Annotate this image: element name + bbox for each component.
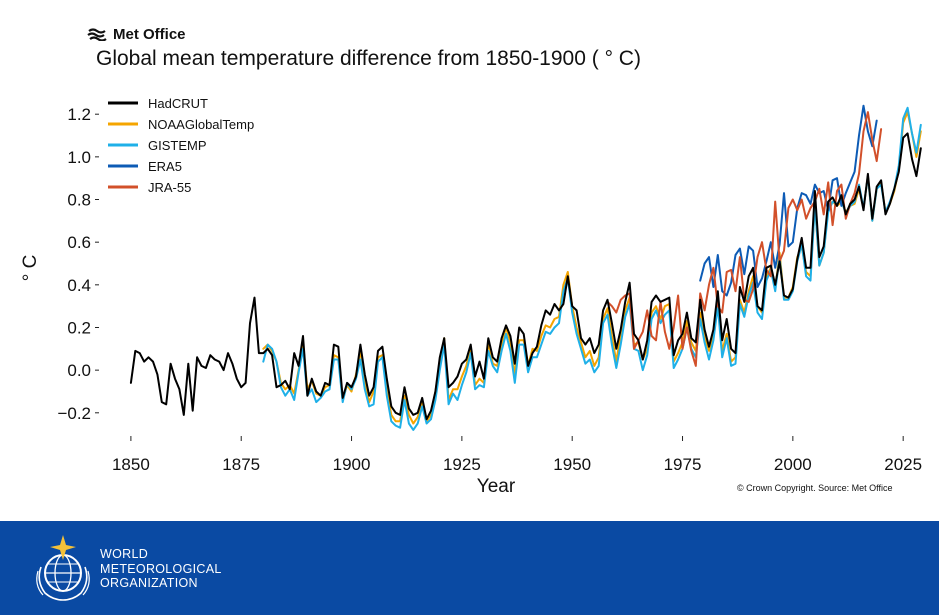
axes-layer: −0.2 0.0 0.2 0.4 0.6 0.8 1.0 1.2 1850 1875 1900 192… [20,105,922,497]
legend-label: GISTEMP [148,138,207,153]
legend-label: JRA-55 [148,180,191,195]
x-tick-label: 1850 [112,455,150,474]
legend-label: ERA5 [148,159,182,174]
series-layer [129,104,922,431]
wmo-name-line: METEOROLOGICAL [100,561,222,576]
brand-name: Met Office [113,25,186,43]
series-line-hadcrut [129,132,922,421]
x-axis-label: Year [477,476,516,497]
y-tick-label: 0.8 [67,191,91,210]
wmo-name-line: ORGANIZATION [100,576,198,590]
legend-label: HadCRUT [148,96,208,111]
x-tick-label: 1950 [553,455,591,474]
series-line-gistemp [262,106,922,431]
x-tick-label: 2000 [774,455,812,474]
x-tick-label: 1875 [222,455,260,474]
copyright-note: © Crown Copyright. Source: Met Office [737,483,893,493]
y-tick-label: 0.2 [67,318,91,337]
met-office-logo-icon [87,28,107,41]
wmo-footer-band: WORLD METEOROLOGICAL ORGANIZATION [0,521,939,615]
y-tick-label: −0.2 [57,404,91,423]
wmo-emblem-icon [36,535,90,601]
series-line-era5 [699,104,878,297]
chart-area: Met Office Global mean temperature diffe… [20,24,922,498]
y-tick-label: 0.6 [67,233,91,252]
temperature-chart: −0.2 0.0 0.2 0.4 0.6 0.8 1.0 1.2 1850 1875 1900 192… [20,96,922,497]
chart-title: Global mean temperature difference from … [96,47,641,70]
series-line-noaaglobaltemp [262,111,922,425]
x-tick-label: 1900 [333,455,371,474]
y-tick-label: 1.0 [67,148,91,167]
y-tick-label: 0.0 [67,361,91,380]
y-tick-label: 1.2 [67,105,91,124]
x-tick-label: 1975 [664,455,702,474]
wmo-name: WORLD METEOROLOGICAL ORGANIZATION [100,547,222,591]
y-tick-label: 0.4 [67,276,91,295]
y-axis-label: ° C [20,255,41,282]
met-office-brand: Met Office [87,24,186,44]
legend-label: NOAAGlobalTemp [148,117,254,132]
x-tick-label: 1925 [443,455,481,474]
x-tick-label: 2025 [884,455,922,474]
legend: HadCRUT NOAAGlobalTemp GISTEMP ERA5 JRA-55 [108,96,254,195]
wmo-name-line: WORLD [100,547,149,561]
